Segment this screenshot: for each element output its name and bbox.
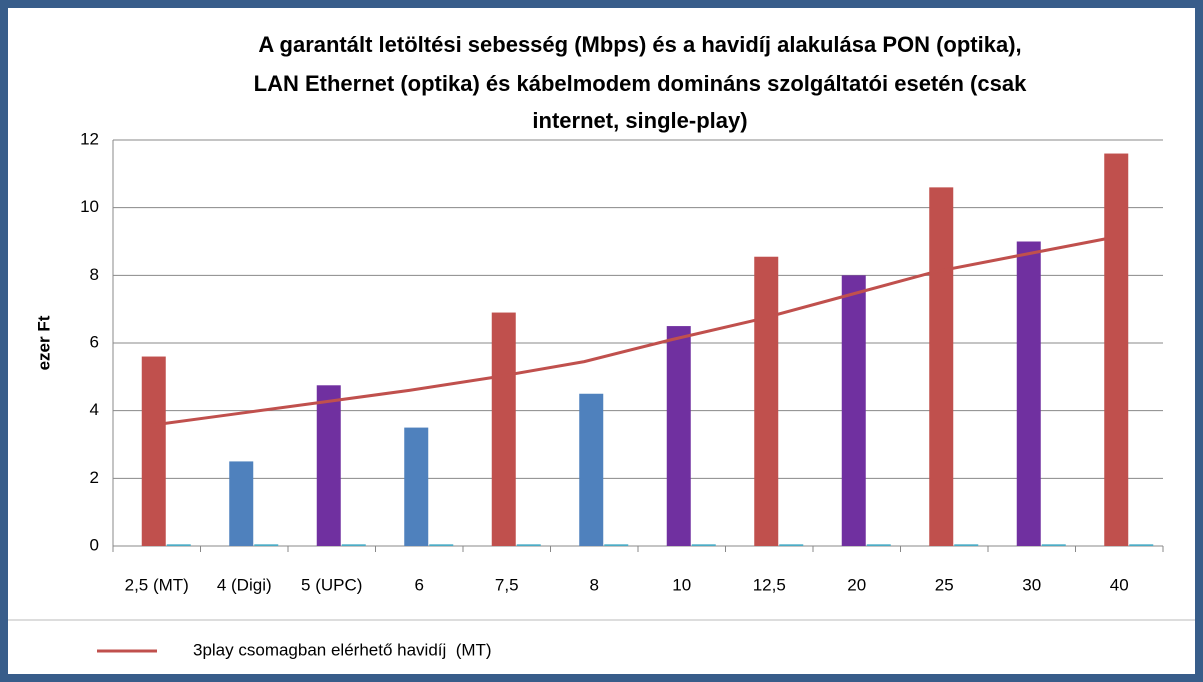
x-tick-label: 2,5 (MT) xyxy=(125,575,189,594)
x-tick-label: 30 xyxy=(1022,575,1041,594)
bar xyxy=(604,544,629,546)
bar xyxy=(954,544,979,546)
bar xyxy=(666,326,691,546)
x-tick-label: 7,5 xyxy=(495,575,519,594)
y-axis-label: ezer Ft xyxy=(34,315,53,370)
bar xyxy=(929,187,954,546)
y-tick-label: 2 xyxy=(90,468,99,487)
y-tick-label: 6 xyxy=(90,332,99,351)
bar xyxy=(166,544,191,546)
bar xyxy=(429,544,454,546)
bar xyxy=(1016,241,1041,546)
bar xyxy=(491,312,516,546)
y-tick-label: 4 xyxy=(90,400,99,419)
bar xyxy=(229,461,254,546)
y-tick-label: 8 xyxy=(90,265,99,284)
x-tick-label: 20 xyxy=(847,575,866,594)
bar xyxy=(141,356,166,546)
bar xyxy=(254,544,279,546)
bar xyxy=(1041,544,1066,546)
x-tick-label: 4 (Digi) xyxy=(217,575,272,594)
bar xyxy=(579,393,604,546)
chart-title: internet, single-play) xyxy=(532,108,747,133)
bar xyxy=(691,544,716,546)
chart-title: A garantált letöltési sebesség (Mbps) és… xyxy=(258,32,1021,57)
bar xyxy=(1104,153,1129,547)
bar xyxy=(316,385,341,546)
x-tick-label: 12,5 xyxy=(753,575,786,594)
y-tick-label: 0 xyxy=(90,535,99,554)
line-series xyxy=(146,236,1110,428)
y-tick-label: 12 xyxy=(80,129,99,148)
bar xyxy=(516,544,541,546)
bar xyxy=(841,275,866,546)
bar xyxy=(341,544,366,546)
bar xyxy=(404,427,429,546)
x-tick-label: 40 xyxy=(1110,575,1129,594)
y-tick-label: 10 xyxy=(80,197,99,216)
x-tick-label: 10 xyxy=(672,575,691,594)
bar xyxy=(779,544,804,546)
legend-label: 3play csomagban elérhető havidíj (MT) xyxy=(193,640,492,659)
bar xyxy=(754,256,779,546)
x-tick-label: 8 xyxy=(590,575,599,594)
x-tick-label: 6 xyxy=(415,575,424,594)
x-tick-label: 5 (UPC) xyxy=(301,575,362,594)
bar xyxy=(1129,544,1154,546)
chart-title: LAN Ethernet (optika) és kábelmodem domi… xyxy=(254,71,1027,96)
x-tick-label: 25 xyxy=(935,575,954,594)
bar xyxy=(866,544,891,546)
